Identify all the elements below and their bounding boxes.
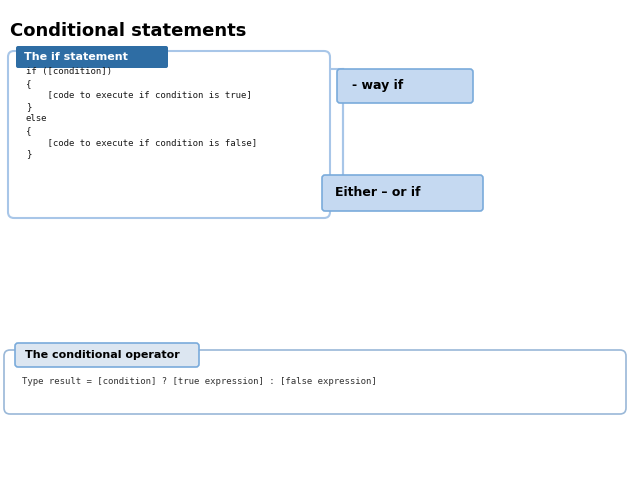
Bar xyxy=(20,355,194,364)
FancyBboxPatch shape xyxy=(16,46,168,68)
Text: Type result = [condition] ? [true expression] : [false expression]: Type result = [condition] ? [true expres… xyxy=(22,377,377,386)
Text: The if statement: The if statement xyxy=(24,52,128,62)
FancyBboxPatch shape xyxy=(337,69,473,103)
Text: Either – or if: Either – or if xyxy=(335,187,420,200)
FancyBboxPatch shape xyxy=(4,350,626,414)
FancyBboxPatch shape xyxy=(322,175,483,211)
Bar xyxy=(18,57,166,66)
Text: Conditional statements: Conditional statements xyxy=(10,22,246,40)
FancyBboxPatch shape xyxy=(8,51,330,218)
FancyBboxPatch shape xyxy=(15,343,199,367)
Text: if ([condition])
{
    [code to execute if condition is true]
}
else
{
    [code: if ([condition]) { [code to execute if c… xyxy=(26,67,257,158)
Text: - way if: - way if xyxy=(352,80,403,93)
Text: The conditional operator: The conditional operator xyxy=(25,350,180,360)
